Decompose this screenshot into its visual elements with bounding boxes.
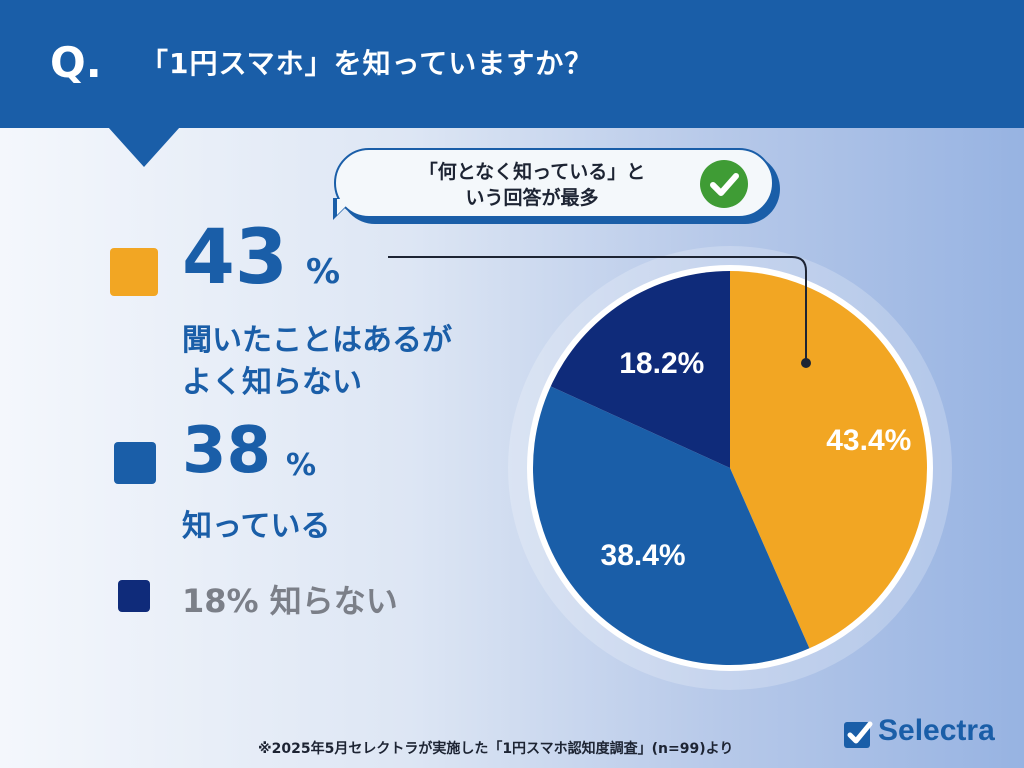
callout-line-1: 「何となく知っている」と: [418, 161, 646, 183]
callout-connector-line-curve: [388, 256, 807, 362]
logo-text: Selectra: [878, 714, 995, 747]
legend-swatch-know: [114, 442, 156, 484]
checkbox-logo-icon: [844, 721, 873, 748]
callout-connector-dot: [801, 358, 811, 368]
question-title: 「1円スマホ」を知っていますか？: [140, 47, 594, 80]
pie-slice-label-1: 38.4%: [601, 539, 686, 572]
callout-text: 「何となく知っている」と いう回答が最多: [382, 159, 682, 211]
pie-slice-0: [730, 271, 927, 649]
legend-label-know: 知っている: [182, 509, 331, 544]
footnote: ※2025年5月セレクトラが実施した「1円スマホ認知度調査」(n=99)より: [258, 741, 734, 757]
legend-label-heard-line-1: 聞いたことはあるが: [182, 323, 452, 358]
legend-label-dont-know: 18% 知らない: [182, 582, 398, 620]
pie-slice-label-0: 43.4%: [826, 424, 911, 457]
legend-label-heard-line-2: よく知らない: [182, 365, 362, 400]
callout-line-2: いう回答が最多: [465, 187, 599, 209]
legend-unit-38: %: [286, 448, 317, 483]
legend-swatch-unknown-detail: [110, 248, 158, 296]
legend-number-38: 38: [182, 414, 272, 488]
legend-swatch-dont-know: [118, 580, 150, 612]
header-banner: Q. 「1円スマホ」を知っていますか？: [0, 0, 1024, 128]
check-icon: [700, 160, 748, 208]
pie-slice-label-2: 18.2%: [619, 347, 704, 380]
pie-slice-2: [550, 271, 730, 468]
legend-unit-43: %: [306, 252, 341, 292]
selectra-logo: Selectra: [842, 714, 995, 754]
legend-number-43: 43: [182, 212, 288, 301]
question-mark: Q.: [50, 38, 102, 87]
legend-label-heard: 聞いたことはあるが よく知らない: [182, 320, 452, 404]
pie-slice-1: [533, 386, 810, 665]
callout-tail-inner: [337, 199, 353, 215]
header-notch: [108, 127, 180, 167]
